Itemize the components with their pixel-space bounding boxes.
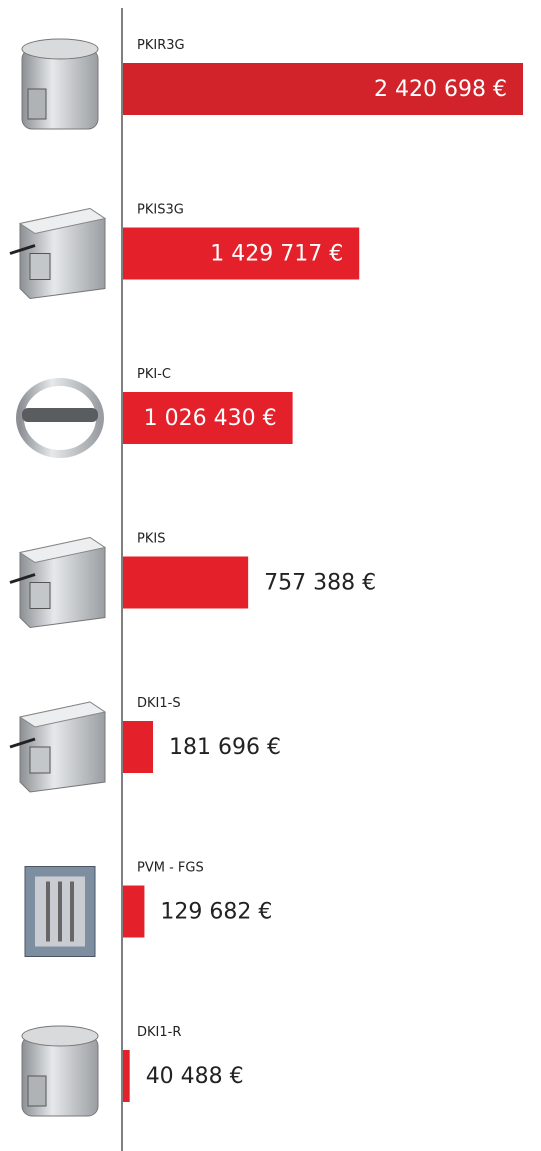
icon-part — [22, 1026, 98, 1046]
icon-part — [30, 747, 50, 773]
category-label: PKIR3G — [137, 38, 185, 53]
icon-part — [22, 39, 98, 59]
icon-part — [22, 408, 98, 422]
chart: PKIR3G 2 420 698 € PKIS3G 1 429 717 € PKI-C 1… — [0, 0, 541, 1151]
category-label: PVM - FGS — [137, 861, 204, 876]
value-label: 1 429 717 € — [210, 242, 343, 267]
bar — [123, 886, 144, 938]
product-image — [10, 538, 105, 628]
product-image — [20, 382, 100, 454]
value-label: 40 488 € — [146, 1064, 244, 1089]
value-label: 2 420 698 € — [374, 77, 507, 102]
bar — [123, 557, 248, 609]
product-image — [22, 39, 98, 129]
value-label: 181 696 € — [169, 735, 281, 760]
bar — [123, 721, 153, 773]
icon-part — [28, 1076, 46, 1106]
icon-part — [28, 89, 46, 119]
product-image — [10, 209, 105, 299]
product-image — [10, 702, 105, 792]
category-label: DKI1-S — [137, 696, 181, 711]
value-label: 129 682 € — [160, 900, 272, 925]
bar — [123, 1050, 130, 1102]
value-label: 1 026 430 € — [144, 406, 277, 431]
category-label: DKI1-R — [137, 1025, 181, 1040]
product-image — [22, 1026, 98, 1116]
icon-part — [30, 254, 50, 280]
category-label: PKI-C — [137, 367, 171, 382]
category-label: PKIS — [137, 532, 165, 547]
product-image — [25, 867, 95, 957]
icon-part — [30, 583, 50, 609]
category-label: PKIS3G — [137, 203, 184, 218]
value-label: 757 388 € — [264, 571, 376, 596]
